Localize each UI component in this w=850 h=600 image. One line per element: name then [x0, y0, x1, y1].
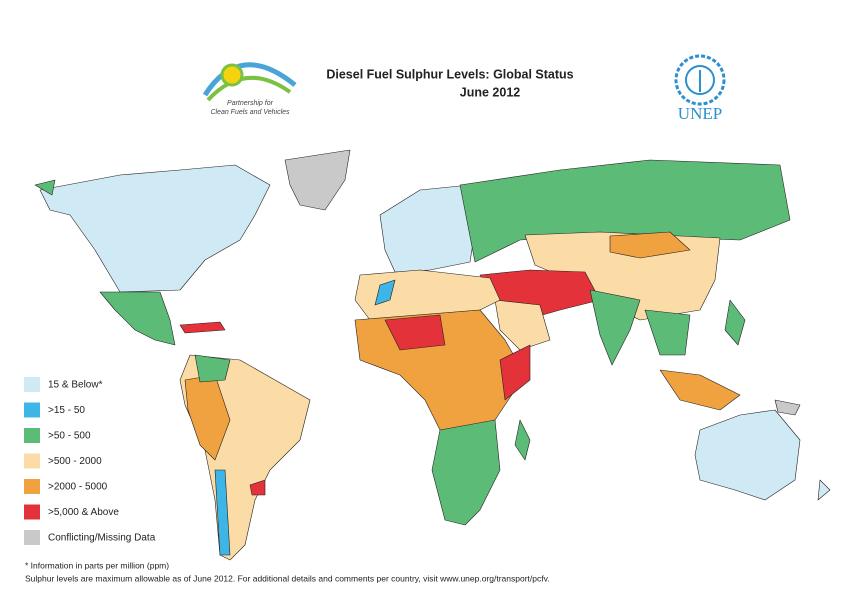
footnote: Sulphur levels are maximum allowable as … [25, 573, 550, 583]
legend-label: >15 - 50 [48, 405, 85, 416]
partnership-text: Partnership for [227, 100, 274, 107]
legend-label: >5,000 & Above [48, 507, 119, 518]
legend-label: >50 - 500 [48, 431, 91, 442]
legend-swatch [24, 377, 40, 392]
world-map [34, 149, 831, 561]
legend-swatch [24, 504, 40, 520]
unep-logo: UNEP [674, 54, 726, 123]
footnote: * Information in parts per million (ppm) [25, 560, 169, 570]
legend-label: >500 - 2000 [48, 456, 102, 467]
legend: 15 & Below* >15 - 50 >50 - 500 >500 - 2000 >… [24, 377, 156, 545]
title: Diesel Fuel Sulphur Levels: Global Statu… [326, 67, 573, 81]
legend-swatch [24, 453, 40, 469]
legend-label: >2000 - 5000 [48, 482, 108, 493]
legend-swatch [24, 479, 40, 494]
legend-swatch [24, 402, 40, 418]
unep-text: UNEP [678, 104, 722, 123]
partnership-text: Clean Fuels and Vehicles [210, 109, 290, 116]
legend-swatch [24, 428, 40, 443]
legend-label: 15 & Below* [48, 380, 103, 391]
legend-label: Conflicting/Missing Data [48, 533, 156, 544]
partnership-logo: Partnership for Clean Fuels and Vehicles [202, 62, 297, 116]
subtitle: June 2012 [460, 85, 521, 99]
legend-swatch [24, 530, 40, 545]
